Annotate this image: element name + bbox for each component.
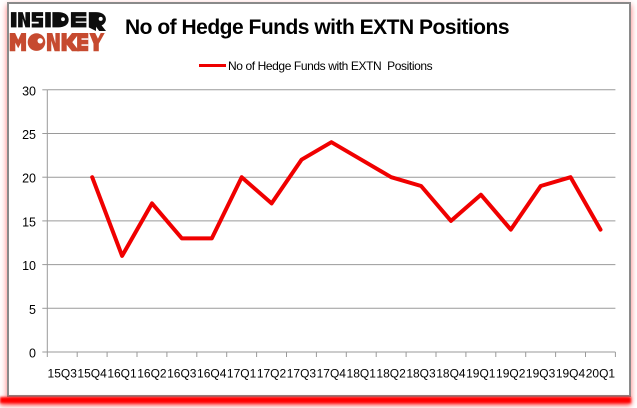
svg-text:30: 30 <box>22 84 36 98</box>
svg-text:17Q4: 17Q4 <box>317 367 347 381</box>
svg-text:16Q1: 16Q1 <box>107 367 137 381</box>
svg-text:18Q4: 18Q4 <box>436 367 466 381</box>
svg-text:17Q2: 17Q2 <box>257 367 287 381</box>
svg-text:19Q1: 19Q1 <box>466 367 496 381</box>
svg-text:20: 20 <box>22 172 36 186</box>
svg-text:18Q1: 18Q1 <box>347 367 377 381</box>
svg-text:15: 15 <box>22 215 36 229</box>
svg-text:16Q2: 16Q2 <box>137 367 167 381</box>
svg-text:16Q3: 16Q3 <box>167 367 197 381</box>
svg-text:18Q3: 18Q3 <box>406 367 436 381</box>
svg-text:19Q2: 19Q2 <box>496 367 526 381</box>
svg-text:15Q4: 15Q4 <box>77 367 107 381</box>
svg-text:5: 5 <box>29 303 36 317</box>
svg-text:17Q1: 17Q1 <box>227 367 257 381</box>
svg-text:19Q3: 19Q3 <box>526 367 556 381</box>
svg-text:20Q1: 20Q1 <box>586 367 616 381</box>
svg-text:19Q4: 19Q4 <box>556 367 586 381</box>
svg-text:0: 0 <box>29 347 36 361</box>
svg-text:16Q4: 16Q4 <box>197 367 227 381</box>
svg-text:25: 25 <box>22 128 36 142</box>
svg-text:18Q2: 18Q2 <box>376 367 406 381</box>
svg-text:15Q3: 15Q3 <box>48 367 78 381</box>
svg-text:10: 10 <box>22 259 36 273</box>
svg-text:17Q3: 17Q3 <box>287 367 317 381</box>
